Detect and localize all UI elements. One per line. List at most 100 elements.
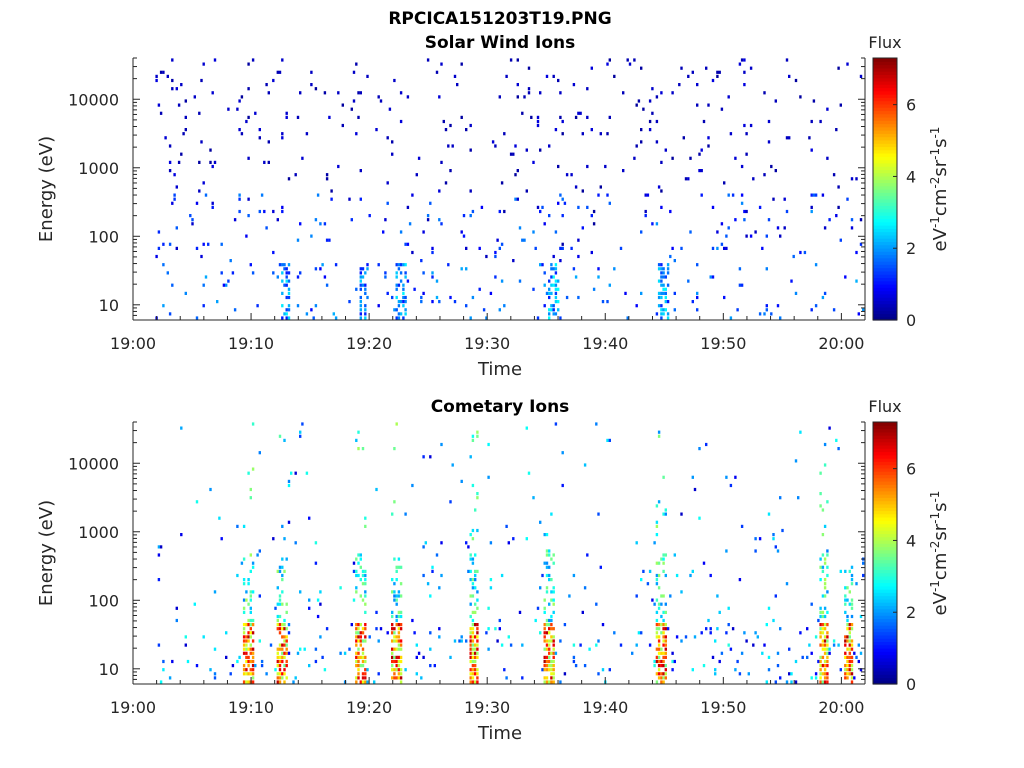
colorbar-segment xyxy=(873,674,897,679)
flux-cell xyxy=(323,275,327,279)
flux-cell xyxy=(325,627,329,631)
flux-cell xyxy=(251,467,255,471)
flux-cell xyxy=(281,132,284,136)
flux-cell xyxy=(458,639,461,643)
flux-cell xyxy=(743,631,746,635)
flux-cell xyxy=(844,635,847,639)
flux-cell xyxy=(251,680,255,684)
flux-cell xyxy=(397,639,401,643)
flux-cell xyxy=(247,115,250,119)
flux-cell xyxy=(352,561,356,565)
flux-cell xyxy=(429,647,432,651)
flux-cell xyxy=(245,668,248,672)
flux-cell xyxy=(211,91,214,95)
flux-cell xyxy=(415,173,418,177)
flux-cell xyxy=(361,676,365,680)
flux-cell xyxy=(357,655,360,659)
flux-cell xyxy=(655,618,659,623)
flux-cell xyxy=(242,672,246,676)
flux-cell xyxy=(714,668,717,672)
flux-cell xyxy=(213,676,217,680)
flux-cell xyxy=(292,680,295,684)
flux-cell xyxy=(725,549,728,553)
flux-cell xyxy=(411,618,414,623)
flux-cell xyxy=(660,623,663,627)
flux-cell xyxy=(657,561,661,565)
flux-cell xyxy=(469,668,472,672)
colorbar-segment xyxy=(873,133,897,138)
flux-cell xyxy=(821,594,825,598)
flux-cell xyxy=(548,578,551,582)
flux-cell xyxy=(375,627,378,631)
flux-cell xyxy=(476,434,479,438)
flux-cell xyxy=(790,672,793,676)
flux-cell xyxy=(366,668,369,672)
flux-cell xyxy=(276,627,279,631)
flux-cell xyxy=(660,283,663,287)
flux-cell xyxy=(705,627,708,631)
flux-cell xyxy=(159,111,163,115)
flux-cell xyxy=(413,287,416,291)
flux-cell xyxy=(399,659,403,664)
colorbar-segment xyxy=(873,90,897,95)
flux-cell xyxy=(720,242,724,246)
flux-cell xyxy=(393,557,396,561)
flux-cell xyxy=(666,627,670,631)
flux-cell xyxy=(767,668,771,672)
flux-cell xyxy=(761,651,764,655)
flux-cell xyxy=(651,598,654,602)
flux-cell xyxy=(476,672,479,676)
flux-cell xyxy=(157,246,161,250)
colorbar-segment xyxy=(873,454,897,459)
flux-cell xyxy=(633,58,636,62)
flux-cell xyxy=(429,201,432,205)
flux-cell xyxy=(702,561,706,565)
flux-cell xyxy=(550,557,553,561)
flux-cell xyxy=(581,189,584,193)
flux-cell xyxy=(314,647,318,651)
flux-cell xyxy=(635,103,638,107)
flux-cell xyxy=(348,647,351,651)
flux-cell xyxy=(723,295,726,300)
flux-cell xyxy=(227,279,230,283)
flux-cell xyxy=(821,655,825,659)
flux-cell xyxy=(395,316,398,320)
flux-cell xyxy=(592,222,596,226)
flux-cell xyxy=(613,631,616,635)
flux-cell xyxy=(260,193,264,197)
y-tick-label: 10 xyxy=(99,296,119,315)
flux-cell xyxy=(397,627,401,631)
colorbar-segment xyxy=(873,231,897,236)
flux-cell xyxy=(462,234,466,238)
flux-cell xyxy=(662,287,665,291)
flux-cell xyxy=(254,664,257,668)
colorbar-segment xyxy=(873,592,897,597)
flux-cell xyxy=(543,676,546,680)
x-tick-label: 19:20 xyxy=(346,698,392,717)
flux-cell xyxy=(543,664,546,668)
x-tick-label: 19:00 xyxy=(110,698,156,717)
flux-cell xyxy=(691,569,694,573)
flux-cell xyxy=(550,598,553,602)
flux-cell xyxy=(449,655,452,659)
flux-cell xyxy=(552,639,555,643)
colorbar-segment xyxy=(873,277,897,282)
flux-cell xyxy=(500,181,504,185)
flux-cell xyxy=(395,659,398,664)
flux-cell xyxy=(352,598,356,602)
flux-cell xyxy=(173,173,176,177)
flux-cell xyxy=(823,672,827,676)
flux-cell xyxy=(474,655,477,659)
x-tick-label: 19:40 xyxy=(582,698,628,717)
flux-cell xyxy=(471,651,475,655)
flux-cell xyxy=(247,602,250,606)
flux-cell xyxy=(608,115,611,119)
flux-cell xyxy=(213,672,217,676)
flux-cell xyxy=(451,144,454,148)
flux-cell xyxy=(249,659,252,664)
flux-cell xyxy=(662,672,665,676)
flux-cell xyxy=(514,173,517,177)
flux-cell xyxy=(844,569,847,573)
flux-cell xyxy=(391,631,394,635)
flux-cell xyxy=(399,655,403,659)
